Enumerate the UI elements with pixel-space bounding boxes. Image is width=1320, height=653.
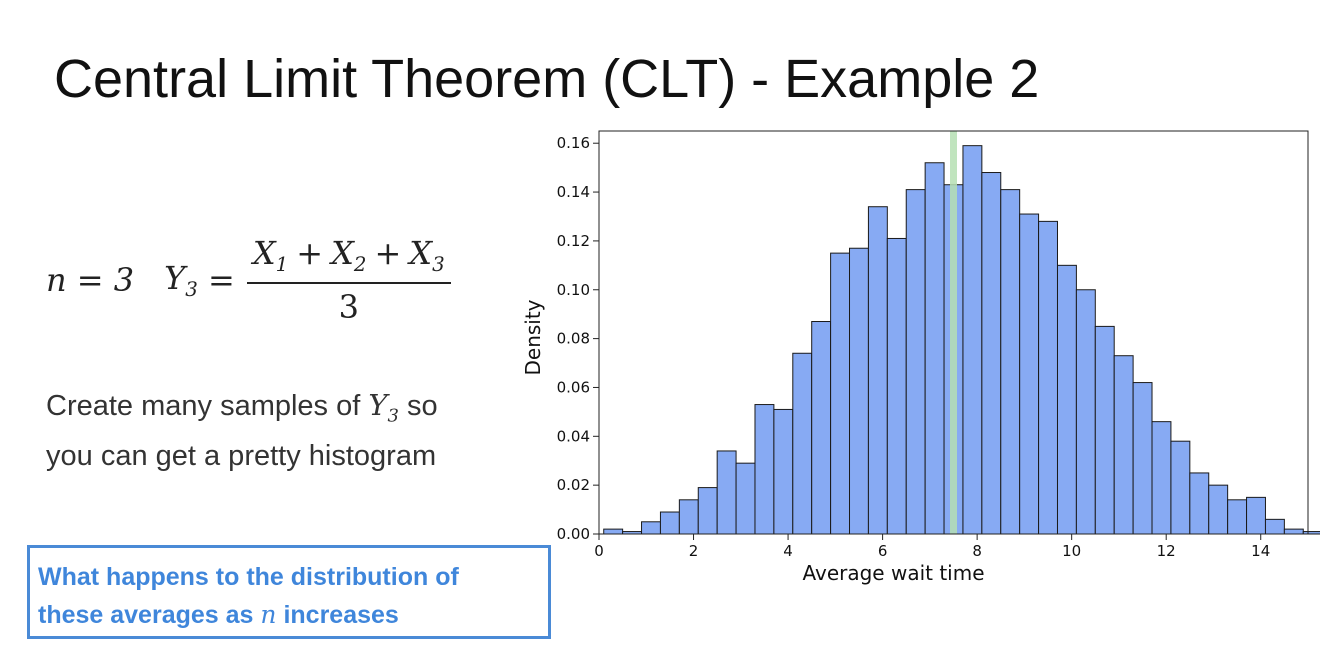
histogram-bar bbox=[1170, 440, 1191, 535]
question-callout: What happens to the distribution of thes… bbox=[27, 545, 551, 639]
y-tick-label: 0.04 bbox=[557, 427, 590, 445]
y-tick-label: 0.02 bbox=[557, 476, 590, 494]
y-tick-label: 0.08 bbox=[557, 330, 590, 348]
x-axis-label: Average wait time bbox=[802, 561, 984, 585]
histogram-bar bbox=[1208, 484, 1229, 535]
description-text: Create many samples of Y3 so you can get… bbox=[46, 388, 438, 473]
histogram-bar bbox=[1019, 213, 1040, 535]
slide-title: Central Limit Theorem (CLT) - Example 2 bbox=[54, 49, 1040, 109]
formula-denominator: 3 bbox=[338, 287, 359, 326]
sample-size-label: n = 3 bbox=[46, 261, 135, 299]
y-tick-label: 0.12 bbox=[557, 232, 590, 250]
description-variable: Y3 bbox=[368, 388, 399, 427]
callout-variable: n bbox=[260, 600, 277, 629]
histogram-bar bbox=[678, 499, 699, 535]
y-tick-label: 0.16 bbox=[557, 134, 590, 152]
histogram-bar bbox=[905, 189, 926, 535]
x-tick-label: 4 bbox=[783, 542, 793, 560]
histogram-bar bbox=[754, 404, 775, 535]
numerator-term: X2 bbox=[331, 234, 367, 276]
formula-fraction: X1 + X2 + X3 3 bbox=[246, 234, 451, 326]
formula-lhs: Y3 bbox=[164, 259, 198, 301]
x-tick-label: 8 bbox=[972, 542, 982, 560]
histogram-bar bbox=[1094, 325, 1115, 535]
histogram-bar bbox=[1189, 472, 1210, 535]
clt-formula: n = 3 Y3 = X1 + X2 + X3 3 bbox=[46, 232, 451, 328]
x-tick-label: 0 bbox=[594, 542, 604, 560]
formula-numerator: X1 + X2 + X3 bbox=[246, 234, 451, 284]
histogram-bar bbox=[641, 521, 661, 535]
histogram-bar bbox=[1113, 355, 1134, 535]
histogram-bar bbox=[867, 206, 888, 535]
histogram-bar bbox=[981, 172, 1002, 535]
histogram-bar bbox=[1246, 496, 1266, 535]
x-tick-label: 2 bbox=[689, 542, 699, 560]
histogram-bar bbox=[1302, 531, 1320, 535]
histogram-bar bbox=[1151, 421, 1172, 535]
x-tick-label: 12 bbox=[1157, 542, 1176, 560]
y-axis-label: Density bbox=[521, 299, 545, 375]
x-tick-label: 10 bbox=[1062, 542, 1081, 560]
histogram-bar bbox=[1132, 382, 1153, 535]
y-tick-label: 0.00 bbox=[557, 525, 590, 543]
histogram-bar bbox=[886, 237, 907, 535]
histogram-bar bbox=[849, 247, 869, 535]
numerator-term: X3 bbox=[409, 234, 445, 276]
x-tick-label: 14 bbox=[1251, 542, 1270, 560]
plot-frame bbox=[598, 130, 1309, 535]
histogram-bar bbox=[1056, 264, 1077, 535]
histogram-bar bbox=[1000, 189, 1021, 535]
histogram-bar bbox=[1264, 518, 1285, 535]
x-tick-label: 6 bbox=[878, 542, 888, 560]
histogram-bar bbox=[962, 145, 983, 535]
y-tick-label: 0.10 bbox=[557, 281, 590, 299]
histogram-bar bbox=[659, 511, 680, 535]
histogram-bar bbox=[792, 352, 813, 535]
numerator-operator: + bbox=[296, 234, 324, 273]
numerator-operator: + bbox=[374, 234, 402, 273]
y-tick-label: 0.14 bbox=[557, 183, 590, 201]
histogram-bar bbox=[773, 408, 794, 535]
equals-sign: = bbox=[197, 261, 235, 299]
histogram-bar bbox=[735, 462, 756, 535]
histogram-bar bbox=[1075, 289, 1096, 535]
histogram-bar bbox=[603, 528, 624, 535]
histogram-bar bbox=[697, 487, 718, 535]
histogram-bar bbox=[1283, 528, 1304, 535]
numerator-term: X1 bbox=[252, 234, 289, 276]
histogram-bar bbox=[1227, 499, 1248, 535]
histogram-bar bbox=[924, 162, 945, 535]
y-tick-label: 0.06 bbox=[557, 378, 590, 396]
histogram-bar bbox=[830, 252, 851, 535]
histogram-bar bbox=[811, 321, 832, 535]
mean-line bbox=[950, 131, 957, 534]
histogram-bar bbox=[716, 450, 737, 535]
histogram-bar bbox=[1038, 220, 1058, 535]
histogram-chart: 0 2 4 6 8 10 12 14 0.00 0.02 0.04 0.06 0.08 0.10 0.12 0… bbox=[521, 130, 1320, 585]
